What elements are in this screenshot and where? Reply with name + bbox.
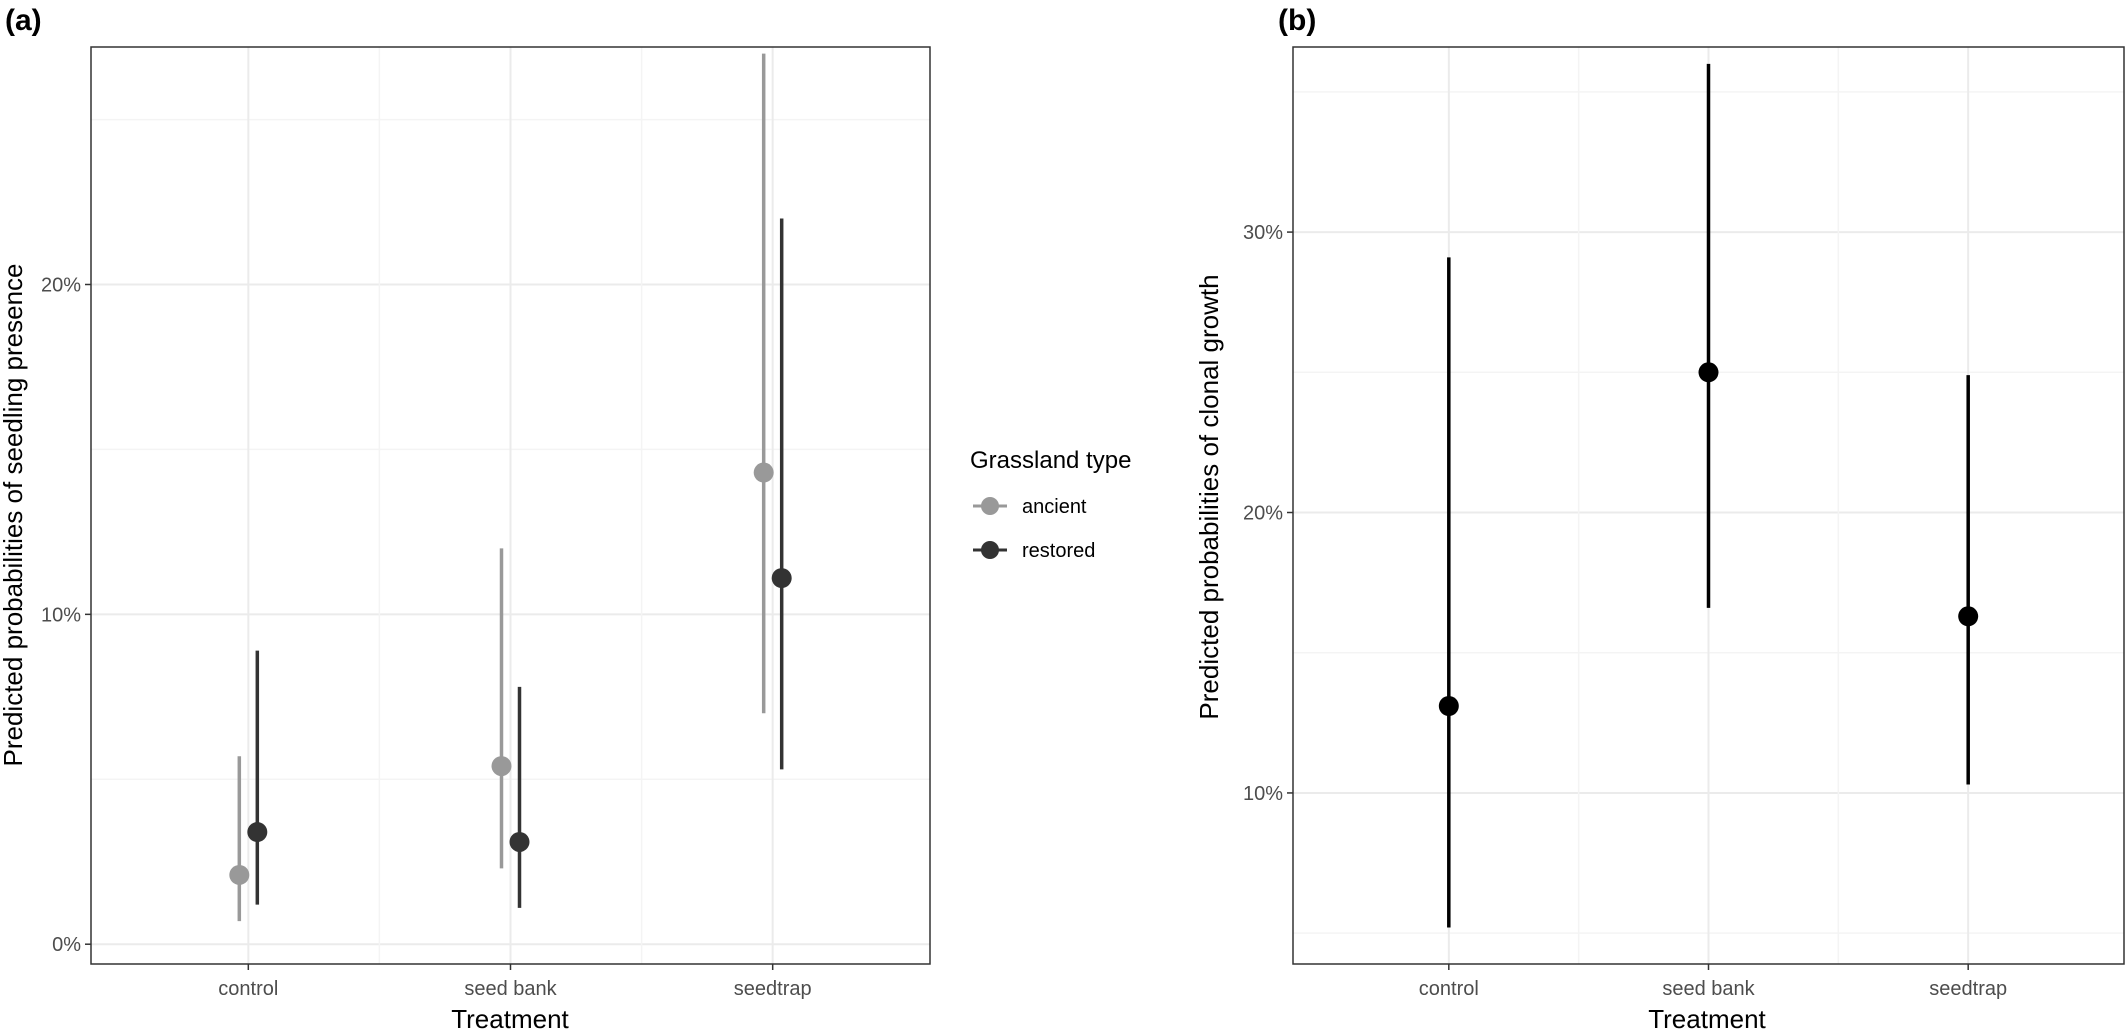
a-point-restored-control [247, 822, 268, 843]
panel-b: (b) 10% 20% 30% control seed bank seedtrap T… [1194, 4, 2125, 1033]
panel-b-label: (b) [1278, 4, 1316, 37]
panel-b-x-ticks: control seed bank seedtrap [1419, 964, 2007, 1000]
legend-label-restored: restored [1022, 540, 1095, 562]
b-y-tick-label: 20% [1243, 503, 1283, 525]
b-point-series-seed-bank [1698, 362, 1719, 383]
b-x-tick-label: seedtrap [1929, 978, 2007, 1000]
a-point-restored-seed-bank [509, 831, 530, 852]
a-point-ancient-control [229, 864, 250, 885]
a-y-tick-label: 0% [52, 934, 81, 956]
a-point-restored-seedtrap [771, 568, 792, 589]
legend-title: Grassland type [970, 447, 1131, 474]
panel-a-x-axis-title: Treatment [451, 1004, 569, 1033]
panel-a-x-ticks: control seed bank seedtrap [218, 964, 812, 1000]
b-point-series-seedtrap [1958, 606, 1979, 627]
panel-a-label: (a) [5, 4, 42, 37]
panel-b-y-axis-title: Predicted probabilities of clonal growth [1194, 274, 1224, 719]
a-y-tick-label: 10% [41, 604, 81, 626]
legend-entry-restored: restored [973, 540, 1095, 562]
b-x-tick-label: control [1419, 978, 1479, 1000]
a-x-tick-label: control [218, 978, 278, 1000]
a-x-tick-label: seed bank [464, 978, 557, 1000]
panel-a: (a) 0% 10% 20% control seed bank seedtrap Tr… [0, 4, 931, 1033]
a-y-tick-label: 20% [41, 274, 81, 296]
b-x-tick-label: seed bank [1662, 978, 1755, 1000]
b-y-tick-label: 10% [1243, 783, 1283, 805]
b-y-tick-label: 30% [1243, 222, 1283, 244]
legend-key-point-restored [981, 541, 999, 559]
panel-b-y-ticks: 10% 20% 30% [1243, 222, 1293, 805]
legend-label-ancient: ancient [1022, 496, 1087, 518]
panel-b-marks [1438, 63, 1979, 928]
legend: Grassland type ancient restored [970, 447, 1131, 562]
panel-b-x-axis-title: Treatment [1648, 1004, 1766, 1033]
panel-a-grid [91, 47, 930, 964]
legend-key-point-ancient [981, 497, 999, 515]
panel-a-y-ticks: 0% 10% 20% [41, 274, 91, 956]
b-point-series-control [1438, 696, 1459, 717]
a-point-ancient-seedtrap [753, 462, 774, 483]
a-point-ancient-seed-bank [491, 756, 512, 777]
panel-a-y-axis-title: Predicted probabilities of seedling pres… [0, 264, 28, 767]
legend-entry-ancient: ancient [973, 496, 1087, 518]
a-x-tick-label: seedtrap [734, 978, 812, 1000]
panel-a-marks [229, 53, 792, 922]
